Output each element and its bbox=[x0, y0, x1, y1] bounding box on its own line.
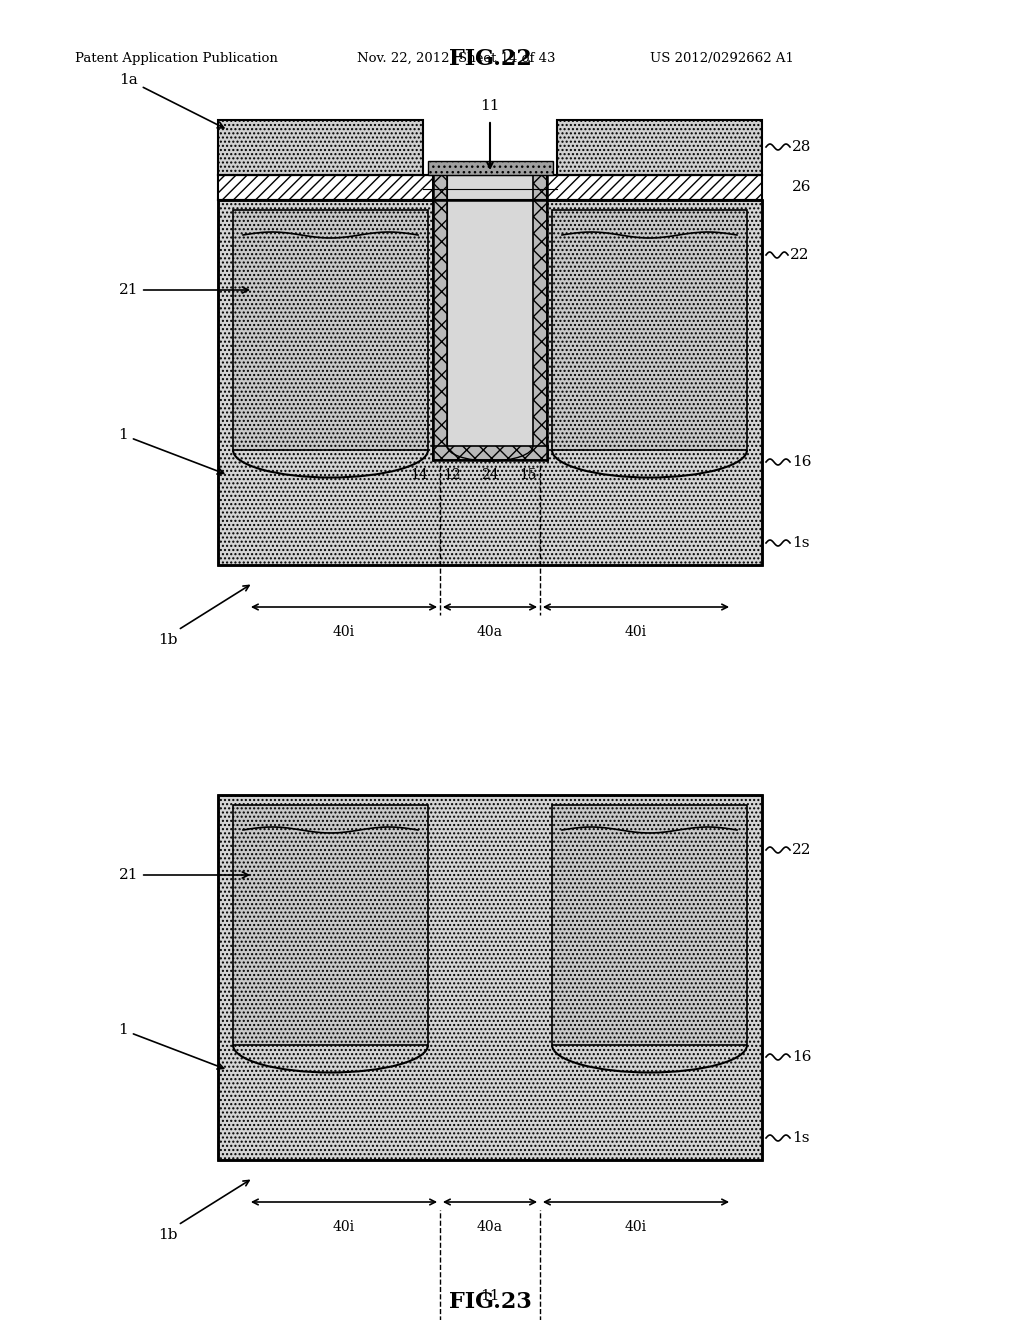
Bar bbox=[433, 446, 548, 459]
Text: 40a: 40a bbox=[477, 1220, 503, 1234]
Bar bbox=[534, 176, 547, 459]
Text: 28: 28 bbox=[792, 140, 811, 154]
Text: 1s: 1s bbox=[792, 1131, 810, 1144]
Bar bbox=[233, 210, 428, 450]
Text: 24: 24 bbox=[481, 469, 499, 482]
Text: 1: 1 bbox=[118, 1023, 223, 1069]
Text: 1b: 1b bbox=[158, 634, 177, 647]
Text: US 2012/0292662 A1: US 2012/0292662 A1 bbox=[650, 51, 794, 65]
Text: 26: 26 bbox=[792, 180, 811, 194]
Bar bbox=[218, 795, 762, 1160]
Text: 21: 21 bbox=[119, 869, 249, 882]
Text: 16: 16 bbox=[792, 455, 811, 469]
Text: Nov. 22, 2012  Sheet 14 of 43: Nov. 22, 2012 Sheet 14 of 43 bbox=[357, 51, 555, 65]
Bar bbox=[218, 176, 433, 201]
Bar bbox=[547, 176, 762, 201]
Bar bbox=[218, 201, 762, 565]
Text: 14: 14 bbox=[411, 469, 428, 482]
Text: 22: 22 bbox=[790, 248, 810, 261]
Text: 15: 15 bbox=[519, 469, 537, 482]
Text: FIG.22: FIG.22 bbox=[449, 48, 531, 70]
Bar bbox=[557, 120, 762, 176]
Bar bbox=[552, 805, 746, 1045]
Bar bbox=[433, 176, 447, 459]
Bar bbox=[428, 161, 553, 176]
Text: 1b: 1b bbox=[158, 1228, 177, 1242]
Bar bbox=[218, 120, 423, 176]
Text: 1: 1 bbox=[118, 428, 223, 474]
Bar bbox=[218, 201, 762, 565]
Bar bbox=[233, 805, 428, 1045]
Text: 1s: 1s bbox=[792, 536, 810, 550]
Text: 12: 12 bbox=[443, 469, 461, 482]
Text: 11: 11 bbox=[480, 1290, 500, 1303]
Text: 22: 22 bbox=[792, 843, 811, 857]
Bar bbox=[552, 210, 746, 450]
Text: 40i: 40i bbox=[625, 624, 647, 639]
Text: 40i: 40i bbox=[333, 1220, 355, 1234]
Text: 40a: 40a bbox=[477, 624, 503, 639]
Text: FIG.23: FIG.23 bbox=[449, 1291, 531, 1313]
Text: 40i: 40i bbox=[333, 624, 355, 639]
Text: 16: 16 bbox=[792, 1049, 811, 1064]
Text: 40i: 40i bbox=[625, 1220, 647, 1234]
Text: 21: 21 bbox=[119, 282, 249, 297]
Text: 11: 11 bbox=[480, 99, 500, 114]
Bar bbox=[447, 176, 534, 446]
Text: 1a: 1a bbox=[119, 73, 224, 128]
Text: Patent Application Publication: Patent Application Publication bbox=[75, 51, 278, 65]
Bar bbox=[218, 795, 762, 1160]
